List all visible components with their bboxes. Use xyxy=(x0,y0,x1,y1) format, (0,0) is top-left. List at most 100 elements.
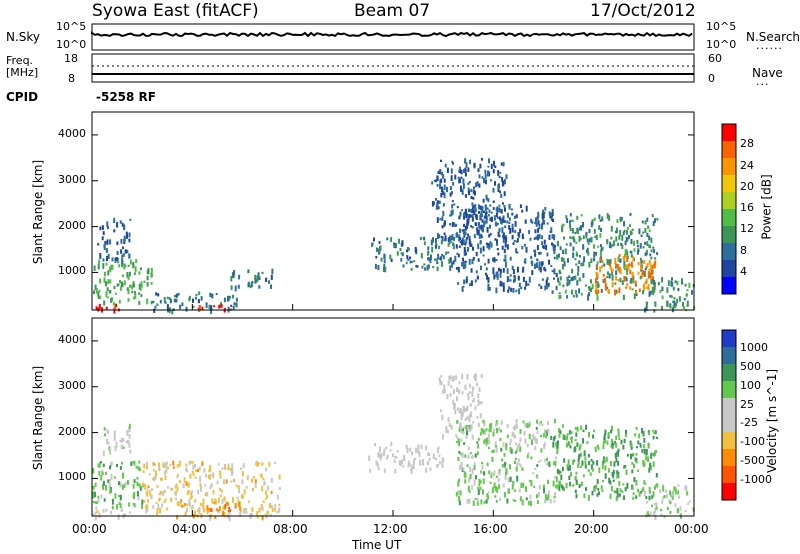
colorbar-tick-label: -1000 xyxy=(740,473,772,486)
data-cell xyxy=(466,499,469,504)
data-cell xyxy=(488,171,491,177)
data-cell xyxy=(496,428,498,434)
data-cell xyxy=(538,251,541,255)
data-cell xyxy=(580,214,583,217)
data-cell xyxy=(247,282,250,288)
data-cell xyxy=(427,246,430,251)
data-cell xyxy=(530,218,533,223)
data-cell xyxy=(459,422,462,426)
data-cell xyxy=(492,431,495,437)
data-cell xyxy=(566,442,569,448)
data-cell xyxy=(420,253,423,259)
data-cell xyxy=(103,498,106,502)
data-cell xyxy=(618,266,621,273)
data-cell xyxy=(592,435,595,439)
data-cell xyxy=(636,239,639,244)
data-cell xyxy=(632,279,635,284)
data-cell xyxy=(514,451,517,454)
data-cell xyxy=(194,476,197,479)
data-cell xyxy=(501,458,504,462)
data-cell xyxy=(477,243,480,250)
data-cell xyxy=(463,471,466,478)
data-cell xyxy=(270,477,273,483)
data-cell xyxy=(449,393,452,397)
data-cell xyxy=(430,239,433,246)
data-cell xyxy=(503,205,506,208)
data-cell xyxy=(390,441,393,447)
data-cell xyxy=(493,257,496,263)
data-cell xyxy=(557,469,559,474)
data-cell xyxy=(638,228,641,235)
beam-title: Beam 07 xyxy=(354,1,431,21)
data-cell xyxy=(166,507,169,511)
data-cell xyxy=(111,257,114,262)
data-cell xyxy=(652,289,655,295)
colorbar-frame xyxy=(721,329,737,501)
data-cell xyxy=(471,216,474,222)
data-cell xyxy=(113,436,116,441)
data-cell xyxy=(461,239,463,246)
data-cell xyxy=(438,234,441,239)
colorbar-tick-label: 1000 xyxy=(740,341,768,354)
data-cell xyxy=(481,461,484,465)
data-cell xyxy=(567,459,570,465)
data-cell xyxy=(477,487,480,490)
data-cell xyxy=(440,260,443,266)
nsky-trace xyxy=(91,31,693,38)
data-cell xyxy=(455,224,458,227)
data-cell xyxy=(654,260,657,265)
data-cell xyxy=(506,268,509,274)
colorbar-swatch xyxy=(722,260,736,277)
data-cell xyxy=(646,501,649,504)
data-cell xyxy=(599,266,602,273)
data-cell xyxy=(669,295,672,298)
data-cell xyxy=(485,196,488,201)
data-cell xyxy=(122,438,125,442)
data-cell xyxy=(437,446,440,450)
data-cell xyxy=(508,488,511,494)
data-cell xyxy=(197,299,200,304)
data-cell xyxy=(458,381,461,385)
data-cell xyxy=(469,159,472,165)
data-cell xyxy=(215,293,218,296)
data-cell xyxy=(442,458,445,462)
data-cell xyxy=(439,409,442,413)
data-cell xyxy=(499,171,502,174)
data-cell xyxy=(386,454,389,459)
data-cell xyxy=(146,508,149,512)
data-cell xyxy=(648,235,651,241)
data-cell xyxy=(575,294,578,298)
data-cell xyxy=(489,217,492,221)
data-cell xyxy=(114,445,117,451)
data-cell xyxy=(197,508,200,513)
data-cell xyxy=(536,494,538,499)
data-cell xyxy=(261,485,264,492)
data-cell xyxy=(605,456,608,463)
data-cell xyxy=(544,458,547,463)
data-cell xyxy=(566,218,569,224)
data-cell xyxy=(498,484,501,489)
data-cell xyxy=(606,259,609,265)
data-cell xyxy=(585,233,588,239)
data-cell xyxy=(598,225,601,230)
data-cell xyxy=(470,196,473,199)
data-cell xyxy=(511,265,514,270)
data-cell xyxy=(547,428,550,433)
data-cell xyxy=(514,499,517,503)
data-cell xyxy=(625,278,628,282)
data-cell xyxy=(231,468,234,474)
data-cell xyxy=(479,205,482,210)
data-cell xyxy=(601,490,604,492)
data-cell xyxy=(250,513,253,516)
data-cell xyxy=(674,280,677,284)
colorbar-tick-label: -500 xyxy=(740,454,765,467)
data-cell xyxy=(632,492,635,495)
data-cell xyxy=(167,486,170,489)
data-cell xyxy=(137,466,140,471)
data-cell xyxy=(120,239,123,244)
data-cell xyxy=(521,467,524,471)
data-cell xyxy=(662,485,665,492)
data-cell xyxy=(688,500,691,503)
data-cell xyxy=(460,452,463,456)
data-cell xyxy=(145,505,147,509)
